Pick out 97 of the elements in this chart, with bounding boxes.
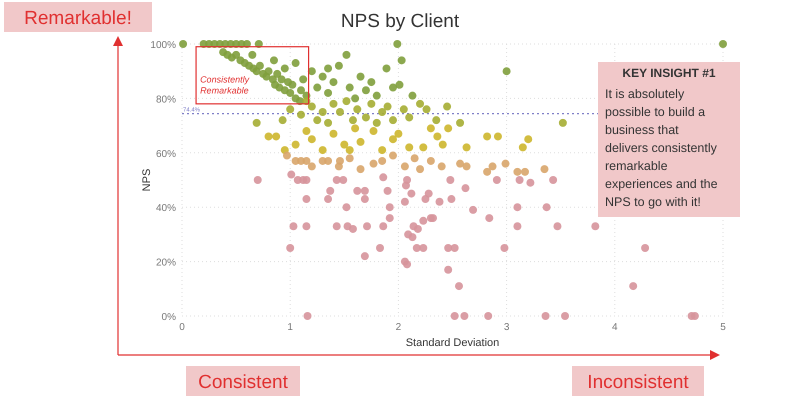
point bbox=[456, 118, 464, 127]
y-tick-label: 40% bbox=[156, 203, 176, 214]
point bbox=[394, 130, 402, 138]
point bbox=[370, 127, 378, 136]
point bbox=[278, 116, 287, 124]
point bbox=[318, 108, 327, 116]
point bbox=[329, 100, 338, 108]
point bbox=[292, 140, 300, 149]
point bbox=[378, 156, 386, 165]
y-tick-label: 100% bbox=[150, 40, 176, 51]
text: Remarkable! bbox=[24, 8, 132, 29]
point bbox=[362, 113, 370, 122]
point bbox=[264, 132, 273, 140]
point bbox=[426, 124, 435, 132]
text: Consistent bbox=[198, 372, 289, 393]
point bbox=[356, 165, 365, 174]
point bbox=[502, 160, 510, 168]
point bbox=[372, 118, 381, 127]
point bbox=[494, 132, 502, 140]
x-tick-label: 0 bbox=[179, 322, 186, 333]
point bbox=[346, 146, 354, 154]
point bbox=[405, 143, 414, 152]
point bbox=[462, 162, 471, 170]
point bbox=[426, 156, 435, 165]
y-tick-label: 60% bbox=[156, 148, 176, 160]
point bbox=[282, 152, 291, 160]
point bbox=[400, 162, 409, 170]
point bbox=[443, 102, 452, 111]
x-tick-label: 4 bbox=[612, 322, 618, 333]
annotation: KEY INSIGHT #1 bbox=[622, 66, 716, 80]
point bbox=[378, 108, 386, 116]
point bbox=[388, 135, 397, 144]
x-tick-label: 2 bbox=[396, 322, 402, 333]
point bbox=[422, 105, 431, 114]
x-tick-label: 5 bbox=[720, 322, 726, 333]
x-tick-label: 3 bbox=[504, 322, 510, 333]
point bbox=[252, 118, 261, 127]
point bbox=[438, 140, 447, 149]
point bbox=[313, 116, 322, 124]
point bbox=[513, 168, 522, 176]
point bbox=[483, 132, 492, 140]
chart-title: NPS by Client bbox=[340, 11, 460, 32]
point bbox=[336, 108, 344, 116]
point bbox=[400, 105, 408, 114]
point bbox=[302, 127, 310, 136]
point bbox=[410, 154, 419, 162]
point bbox=[329, 130, 338, 138]
point bbox=[488, 162, 497, 170]
point bbox=[353, 105, 362, 114]
annotation: It is absolutely possible to build a business that delivers consistently remarkable experiences and the NPS to go with it! bbox=[605, 87, 718, 209]
point bbox=[324, 156, 332, 165]
point bbox=[348, 116, 357, 124]
point bbox=[432, 116, 440, 124]
point bbox=[540, 165, 548, 174]
x-tick-label: 1 bbox=[287, 322, 294, 333]
point bbox=[433, 132, 442, 140]
y-tick-label: 20% bbox=[156, 258, 176, 269]
point bbox=[297, 110, 306, 119]
text: Inconsistent bbox=[587, 372, 690, 393]
point bbox=[308, 135, 316, 144]
point bbox=[334, 162, 343, 170]
point bbox=[356, 138, 365, 146]
point bbox=[483, 168, 492, 176]
point bbox=[444, 124, 452, 132]
point bbox=[416, 100, 424, 108]
point bbox=[518, 143, 527, 152]
y-tick-label: 80% bbox=[156, 94, 176, 106]
point bbox=[308, 162, 316, 170]
point bbox=[367, 100, 376, 108]
point bbox=[419, 143, 428, 152]
point bbox=[272, 132, 280, 140]
point bbox=[351, 124, 360, 132]
point bbox=[308, 102, 316, 111]
point bbox=[405, 113, 414, 122]
point bbox=[318, 146, 327, 154]
y-axis-title: NPS bbox=[141, 168, 153, 192]
point bbox=[370, 160, 378, 168]
point bbox=[378, 146, 386, 154]
point bbox=[286, 105, 294, 114]
annotation: Consistently Remarkable bbox=[200, 74, 250, 96]
point bbox=[388, 152, 397, 160]
point bbox=[388, 116, 397, 124]
point bbox=[520, 168, 529, 176]
point bbox=[324, 118, 332, 127]
point bbox=[342, 97, 350, 106]
point bbox=[384, 102, 392, 111]
point bbox=[346, 154, 354, 162]
point bbox=[302, 156, 310, 165]
y-tick-label: 0% bbox=[162, 312, 176, 323]
point bbox=[416, 165, 424, 174]
point bbox=[438, 162, 446, 170]
x-axis-title: Standard Deviation bbox=[406, 337, 500, 349]
point bbox=[456, 160, 464, 168]
point bbox=[340, 140, 348, 149]
point bbox=[524, 135, 532, 144]
point bbox=[558, 118, 567, 127]
point bbox=[462, 143, 471, 152]
